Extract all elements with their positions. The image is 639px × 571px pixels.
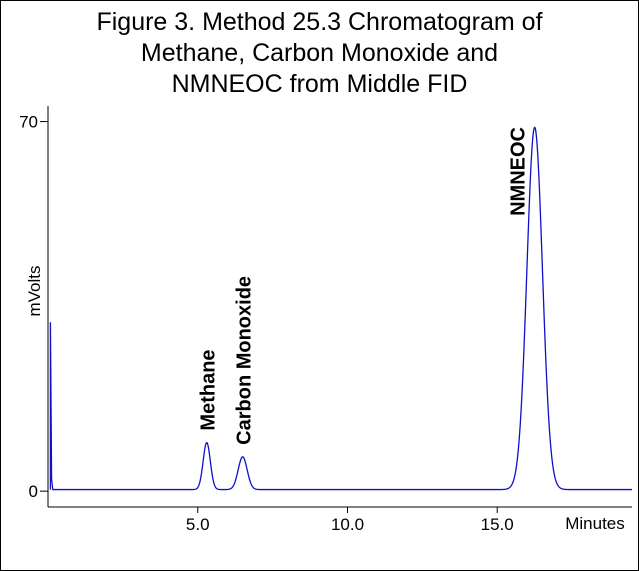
y-axis-title: mVolts: [25, 265, 44, 316]
chart-title-line-2: Methane, Carbon Monoxide and: [140, 39, 499, 67]
x-axis-title: Minutes: [565, 514, 625, 533]
chromatogram-trace: [49, 126, 632, 491]
peak-label-methane: Methane: [198, 349, 220, 430]
peak-label-carbon-monoxide: Carbon Monoxide: [234, 276, 256, 445]
x-tick-label-1: 10.0: [331, 515, 364, 534]
axis-ticks: 5.0 10.0 15.0 0 70 Minutes mVolts: [19, 113, 625, 534]
axes: [47, 106, 632, 508]
chart-title-line-3: NMNEOC from Middle FID: [171, 70, 468, 98]
peak-labels: Methane Carbon Monoxide NMNEOC: [198, 127, 530, 445]
y-tick-label-1: 70: [19, 113, 38, 132]
chart-title-line-1: Figure 3. Method 25.3 Chromatogram of: [96, 8, 543, 36]
x-tick-label-0: 5.0: [186, 515, 210, 534]
x-tick-label-2: 15.0: [481, 515, 514, 534]
peak-label-nmneoc: NMNEOC: [508, 127, 530, 216]
y-tick-label-0: 0: [29, 482, 38, 501]
